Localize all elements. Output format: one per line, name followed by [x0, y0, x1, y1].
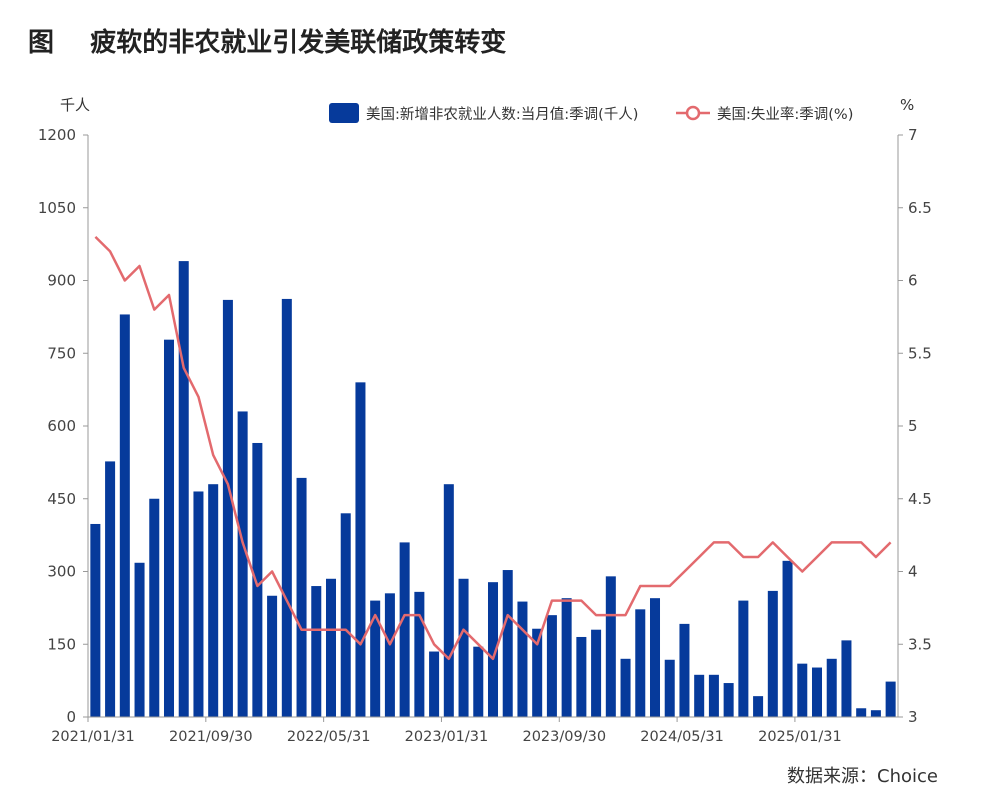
bar-2021/08 — [193, 491, 204, 717]
bar-2021/11 — [237, 411, 248, 717]
bar-2022/08 — [370, 600, 381, 717]
bar-2022/07 — [355, 382, 366, 717]
bar-2023/11 — [591, 629, 602, 717]
bar-2024/01 — [620, 658, 631, 717]
bar-2025/04 — [841, 640, 852, 717]
bar-series — [90, 261, 896, 717]
bar-2023/08 — [546, 615, 557, 717]
bar-2023/10 — [576, 636, 587, 717]
bar-2022/05 — [325, 578, 337, 717]
bar-2022/12 — [429, 651, 440, 717]
bar-2025/05 — [856, 708, 867, 717]
bar-2024/10 — [753, 696, 764, 717]
bar-2023/09 — [561, 598, 572, 717]
bar-2025/07 — [885, 681, 896, 717]
left-tick-label: 150 — [47, 635, 76, 653]
bar-2022/11 — [414, 591, 425, 717]
right-tick-label: 5.5 — [908, 344, 932, 362]
bar-2023/01 — [443, 484, 454, 717]
bar-2021/05 — [149, 498, 160, 717]
bar-2021/01 — [90, 523, 101, 717]
x-tick-label: 2024/05/31 — [640, 729, 724, 745]
bar-2024/07 — [708, 674, 719, 717]
bar-2021/04 — [134, 562, 145, 717]
bar-2024/02 — [635, 609, 646, 717]
left-tick-label: 1200 — [38, 126, 76, 144]
x-tick-label: 2023/01/31 — [405, 729, 489, 745]
x-tick-label: 2025/01/31 — [758, 729, 842, 745]
left-tick-label: 600 — [47, 417, 76, 435]
bar-2025/03 — [826, 658, 837, 717]
bar-2025/02 — [811, 667, 823, 717]
bar-2021/06 — [163, 339, 175, 717]
right-tick-label: 3 — [908, 708, 918, 726]
right-tick-label: 6 — [908, 272, 918, 290]
right-tick-label: 3.5 — [908, 635, 932, 653]
bar-2024/11 — [767, 590, 778, 717]
data-source: 数据来源：Choice — [787, 766, 938, 787]
bar-2023/03 — [473, 646, 484, 717]
bar-2025/06 — [870, 710, 881, 717]
left-tick-label: 1050 — [38, 199, 76, 217]
bar-2022/03 — [296, 477, 307, 717]
left-axis-unit: 千人 — [60, 96, 90, 114]
bar-2023/04 — [487, 582, 499, 717]
bar-2025/01 — [797, 663, 808, 717]
right-axis-ticks: 3 3.5 4 4.5 5 5.5 6 6.5 7 — [898, 126, 932, 726]
right-tick-label: 7 — [908, 126, 918, 144]
bar-2024/09 — [738, 600, 749, 717]
bar-2023/05 — [502, 570, 513, 717]
x-tick-label: 2023/09/30 — [522, 729, 606, 745]
bar-2023/02 — [458, 578, 469, 717]
x-tick-label: 2022/05/31 — [287, 729, 371, 745]
bar-2022/06 — [340, 513, 351, 717]
bar-2021/03 — [119, 314, 130, 717]
left-tick-label: 0 — [66, 708, 76, 726]
left-tick-label: 300 — [47, 563, 76, 581]
bar-2021/07 — [178, 261, 189, 717]
bar-2023/06 — [517, 601, 528, 717]
bar-2021/09 — [208, 484, 219, 717]
x-tick-label: 2021/09/30 — [169, 729, 253, 745]
left-axis-ticks: 0 150 300 450 600 750 900 1050 1200 — [38, 126, 88, 726]
legend-line-marker — [685, 105, 701, 121]
bar-2024/06 — [694, 674, 705, 717]
bar-2022/04 — [311, 586, 322, 717]
bar-2024/12 — [782, 560, 793, 717]
bar-2024/03 — [649, 598, 661, 717]
bar-2022/10 — [399, 542, 410, 717]
figure-title: 图 疲软的非农就业引发美联储政策转变 — [28, 28, 507, 58]
bar-2021/10 — [222, 299, 233, 717]
bar-2021/02 — [105, 461, 116, 717]
right-axis-unit: % — [900, 96, 914, 114]
bar-2022/02 — [281, 298, 292, 717]
bar-2024/08 — [723, 683, 734, 717]
x-tick-label: 2021/01/31 — [51, 729, 135, 745]
bar-2021/12 — [252, 442, 263, 717]
right-tick-label: 4.5 — [908, 490, 932, 508]
right-tick-label: 5 — [908, 417, 918, 435]
left-tick-label: 450 — [47, 490, 76, 508]
left-tick-label: 750 — [47, 344, 76, 362]
bar-2023/07 — [532, 628, 543, 717]
right-tick-label: 4 — [908, 563, 918, 581]
bar-2022/01 — [267, 595, 278, 717]
bar-2023/12 — [605, 576, 616, 717]
right-tick-label: 6.5 — [908, 199, 932, 217]
legend-line-label: 美国:失业率:季调(%) — [717, 106, 853, 123]
left-tick-label: 900 — [47, 272, 76, 290]
bar-2024/05 — [679, 623, 690, 717]
unemployment-line — [94, 236, 892, 661]
legend-bar-label: 美国:新增非农就业人数:当月值:季调(千人) — [366, 106, 638, 123]
x-axis-ticks: 2021/01/31 2021/09/30 2022/05/31 2023/01/31… — [51, 717, 842, 745]
bar-2022/09 — [384, 593, 395, 717]
bar-2024/04 — [664, 659, 675, 717]
legend-bar-swatch — [329, 103, 359, 123]
legend: 美国:新增非农就业人数:当月值:季调(千人) 美国:失业率:季调(%) — [329, 103, 853, 123]
